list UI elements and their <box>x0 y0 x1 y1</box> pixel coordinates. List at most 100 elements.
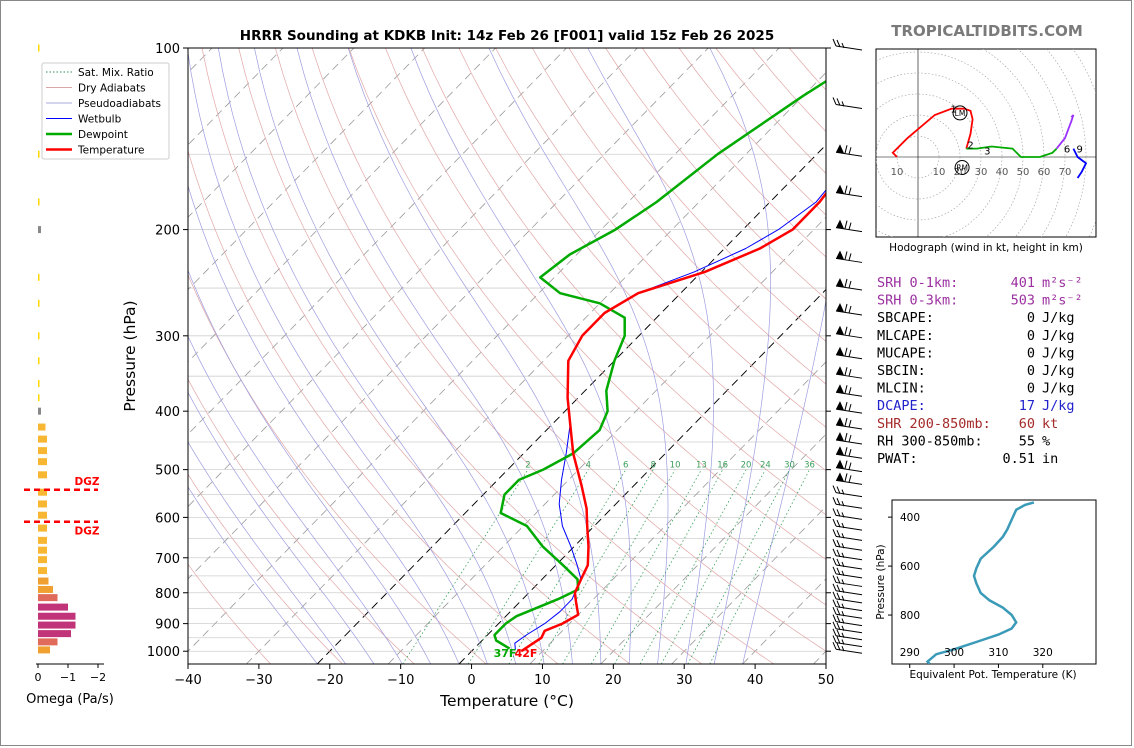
legend-label: Pseudoadiabats <box>78 98 161 110</box>
stat-value: 17 <box>1019 398 1035 414</box>
hodograph-ring-label: 50 <box>1017 167 1030 178</box>
isotherm-line <box>188 48 425 291</box>
pseudoadiabat <box>587 48 714 664</box>
stat-value: 0 <box>1027 363 1035 379</box>
wind-barb <box>832 591 863 604</box>
wind-barb <box>835 459 863 473</box>
mixing-ratio-label: 20 <box>741 461 752 471</box>
dgz-label: DGZ <box>75 476 100 488</box>
chart-title: HRRR Sounding at KDKB Init: 14z Feb 26 [… <box>240 28 774 44</box>
wind-barb <box>835 250 863 263</box>
legend-label: Dry Adiabats <box>78 83 146 95</box>
theta-e-x-label: Equivalent Pot. Temperature (K) <box>909 669 1076 681</box>
wind-barb <box>835 346 863 360</box>
hodograph-ring-label: 30 <box>975 167 988 178</box>
dgz-label: DGZ <box>75 526 100 538</box>
dry-adiabat <box>348 48 826 606</box>
pseudoadiabat <box>188 269 432 664</box>
stat-unit: J/kg <box>1042 328 1075 344</box>
mixing-ratio-label: 4 <box>586 461 591 471</box>
stat-unit: J/kg <box>1042 363 1075 379</box>
hodograph-ring-label: 40 <box>996 167 1009 178</box>
stat-label: SHR 200-850mb: <box>877 416 991 432</box>
legend-label: Sat. Mix. Ratio <box>78 67 154 79</box>
pseudoadiabat <box>709 48 771 664</box>
brand-label: TROPICALTIDBITS.COM <box>891 22 1083 40</box>
legend-box <box>41 62 170 160</box>
pseudoadiabat <box>188 50 488 664</box>
stat-label: RH 300-850mb: <box>877 433 983 449</box>
hodograph-segment <box>966 145 1058 158</box>
omega-bar <box>38 511 47 519</box>
theta-e-y-label: Pressure (hPa) <box>875 544 887 619</box>
skewt-background-lines <box>188 48 826 664</box>
rm-label: RM <box>956 164 968 173</box>
omega-bar <box>38 612 76 620</box>
dry-adiabat <box>188 563 271 664</box>
wind-barb <box>832 642 863 654</box>
wind-barb <box>832 529 863 541</box>
theta-x-tick-label: 320 <box>1033 647 1053 659</box>
wind-barb <box>835 219 863 233</box>
y-tick-label: 200 <box>155 224 180 239</box>
skewt-x-ticks: −40 −30 −20 −10 0 10 20 30 40 50 <box>174 664 834 688</box>
stat-unit: m²s⁻² <box>1042 275 1083 291</box>
wind-barb <box>835 366 863 379</box>
stat-label: MLCIN: <box>877 381 926 397</box>
omega-bar <box>38 407 41 415</box>
hodograph-ring <box>876 72 1003 237</box>
dry-adiabat <box>238 48 703 664</box>
wind-barb <box>835 144 863 157</box>
omega-bar <box>38 630 71 638</box>
dry-adiabat <box>605 48 826 300</box>
skewt-x-label: Temperature (°C) <box>439 692 574 710</box>
mixing-ratio-label: 36 <box>804 461 815 471</box>
wind-barbs <box>832 38 863 654</box>
mixing-ratio-line <box>614 469 724 664</box>
mixing-ratio-label: 30 <box>784 461 795 471</box>
isotherm-line <box>188 48 780 652</box>
stat-value: 60 <box>1019 416 1035 432</box>
stat-row: SBCAPE: 0 J/kg <box>877 310 1075 326</box>
mixing-ratio-line <box>660 469 766 664</box>
omega-bar <box>38 524 47 532</box>
skewt-frame <box>187 47 827 665</box>
y-tick-label: 100 <box>155 42 180 57</box>
skewt-profiles <box>493 79 826 653</box>
pseudoadiabat <box>188 335 403 664</box>
isotherm-line <box>188 48 496 363</box>
stat-label: PWAT: <box>877 451 918 467</box>
wind-barb <box>835 432 863 445</box>
pseudoadiabat <box>188 391 375 664</box>
stat-row: SRH 0-1km: 401 m²s⁻² <box>877 275 1083 291</box>
temperature-profile <box>520 191 826 653</box>
stat-value: 0.51 <box>1002 451 1035 467</box>
pseudoadiabat <box>188 441 346 664</box>
dry-adiabat <box>568 48 826 342</box>
stat-unit: J/kg <box>1042 381 1075 397</box>
mixing-ratio-label: 6 <box>623 461 628 471</box>
hodograph-frame <box>875 48 1097 238</box>
theta-e-line <box>925 501 1035 664</box>
stat-unit: J/kg <box>1042 310 1075 326</box>
stat-value: 0 <box>1027 345 1035 361</box>
omega-bar <box>38 332 40 340</box>
mixing-ratio-label: 2 <box>525 461 530 471</box>
hodograph-ring <box>1017 49 1066 237</box>
wind-barb <box>832 607 863 619</box>
theta-y-tick-label: 400 <box>900 512 920 524</box>
omega-panel: DGZ DGZ 0 −1 −2 <box>24 44 106 684</box>
omega-bar <box>38 435 47 443</box>
omega-bar <box>38 150 40 158</box>
hodograph-ring-label: 10 <box>933 167 946 178</box>
mixing-ratio-line <box>562 469 676 664</box>
omega-bar <box>38 646 50 654</box>
stat-label: SBCIN: <box>877 363 926 379</box>
stat-label: SRH 0-1km: <box>877 275 958 291</box>
pseudoadiabat <box>188 486 318 664</box>
hodograph-ring <box>876 93 982 221</box>
legend-label: Temperature <box>77 145 145 157</box>
hodograph-segment <box>1072 148 1088 179</box>
stat-unit: in <box>1042 451 1058 467</box>
